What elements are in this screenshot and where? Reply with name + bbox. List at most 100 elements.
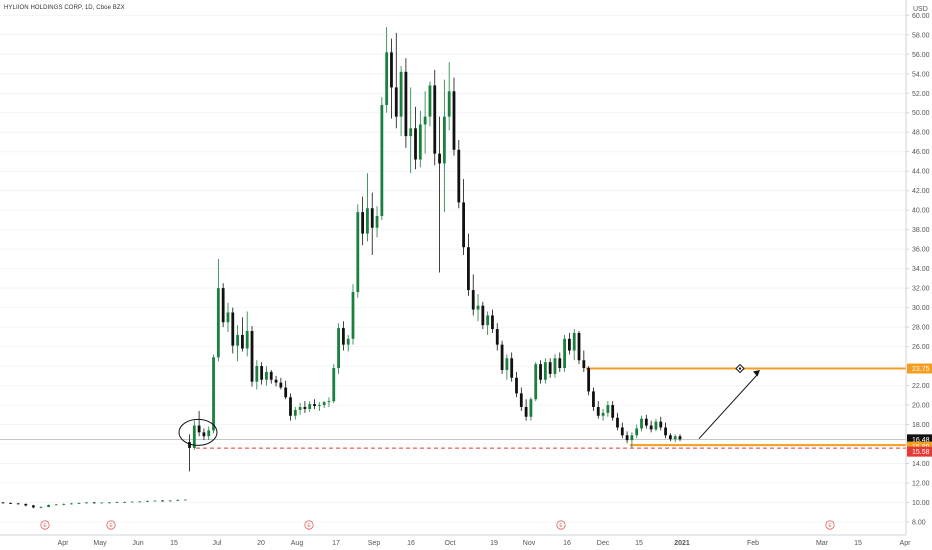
y-tick-label: 32.00 <box>912 286 930 293</box>
candle-body <box>85 502 88 504</box>
arrow-head <box>753 369 760 377</box>
x-tick-label: Aug <box>291 540 304 547</box>
candle-body <box>481 305 485 326</box>
candle-body <box>298 407 302 410</box>
candle <box>529 397 533 421</box>
candle <box>390 38 393 119</box>
candle-body <box>601 412 605 416</box>
x-tick-label: 15 <box>854 540 862 547</box>
candle-body <box>438 153 441 164</box>
price-tag-label: 23.75 <box>912 366 930 373</box>
candle <box>515 371 518 398</box>
price-tag: 16.48 <box>907 434 932 445</box>
candle-body <box>524 407 528 417</box>
candle-body <box>375 216 379 228</box>
candle <box>265 366 268 386</box>
target-diamond-dot <box>738 367 742 370</box>
price-tag: 23.75 <box>907 363 932 374</box>
x-tick-label: 19 <box>490 540 498 547</box>
candle-body <box>370 208 374 228</box>
candle <box>327 397 331 408</box>
candle-body <box>279 382 283 388</box>
candle <box>467 233 470 296</box>
candle <box>582 350 586 372</box>
candle <box>146 500 149 503</box>
candle-body <box>16 503 20 505</box>
earnings-label: E <box>828 523 832 529</box>
y-tick-label: 8.00 <box>912 519 926 526</box>
candle-body <box>216 288 220 358</box>
candle <box>423 91 427 154</box>
x-tick-label: Jun <box>132 540 143 547</box>
x-tick-label: Oct <box>445 540 456 547</box>
candle-body <box>100 502 104 504</box>
candle-body <box>606 405 610 413</box>
y-tick-label: 20.00 <box>912 403 930 410</box>
candle-body <box>9 502 12 504</box>
candle <box>322 401 326 408</box>
candle-body <box>192 425 196 448</box>
candle-body <box>380 104 384 217</box>
price-tag: 15.58 <box>907 446 932 457</box>
annotations[interactable] <box>178 363 760 446</box>
candle-body <box>649 425 653 430</box>
candle <box>428 81 432 127</box>
candle <box>611 401 615 421</box>
candle <box>601 408 605 421</box>
candle <box>231 307 235 354</box>
candle <box>269 369 273 384</box>
candle <box>577 331 581 365</box>
candle-body <box>563 338 566 369</box>
candle <box>356 204 360 298</box>
candle-body <box>260 366 264 380</box>
candle-body <box>293 409 297 416</box>
candle-body <box>505 358 509 370</box>
horizontal-lines[interactable] <box>0 367 906 449</box>
candle-body <box>221 288 225 323</box>
candle <box>649 420 653 433</box>
candle <box>640 415 643 432</box>
candle <box>572 329 576 361</box>
candle-body <box>265 371 268 380</box>
candle-body <box>153 500 157 502</box>
x-tick-label: 16 <box>563 540 571 547</box>
candle-body <box>587 368 591 392</box>
candle-body <box>32 505 35 508</box>
candle <box>313 399 316 409</box>
candle <box>558 352 562 372</box>
candle-body <box>202 432 206 437</box>
candle <box>375 206 379 238</box>
earnings-circle <box>825 520 835 530</box>
candle-body <box>678 436 682 440</box>
candle-body <box>146 501 149 502</box>
candle <box>153 500 157 502</box>
candle-body <box>510 358 514 378</box>
candle-body <box>418 124 422 160</box>
candle-body <box>317 405 321 407</box>
candle-body <box>108 502 111 504</box>
candle-body <box>673 436 677 440</box>
candle-body <box>399 71 403 117</box>
candle-body <box>212 357 215 431</box>
candle <box>298 403 302 415</box>
candle <box>438 116 441 273</box>
candle <box>471 274 475 316</box>
candle-body <box>197 425 201 433</box>
candle-body <box>226 312 230 323</box>
earnings-circle <box>40 520 50 530</box>
candle <box>486 311 490 335</box>
candle-body <box>47 504 50 507</box>
candle-body <box>548 362 552 374</box>
time-axis[interactable]: Apr May Jun 15 Jul 20 Aug 17 Sep 16 Oct 19 Nov 16 Dec 1… <box>58 540 912 547</box>
candle-body <box>625 435 629 441</box>
candle-body <box>616 417 619 428</box>
candle-body <box>519 393 523 408</box>
candle-body <box>414 128 417 160</box>
candle <box>366 173 369 242</box>
earnings-label: E <box>559 523 563 529</box>
chart-title: HYLIION HOLDINGS CORP, 1D, Cboe BZX <box>4 5 125 11</box>
y-tick-label: 42.00 <box>912 188 930 195</box>
